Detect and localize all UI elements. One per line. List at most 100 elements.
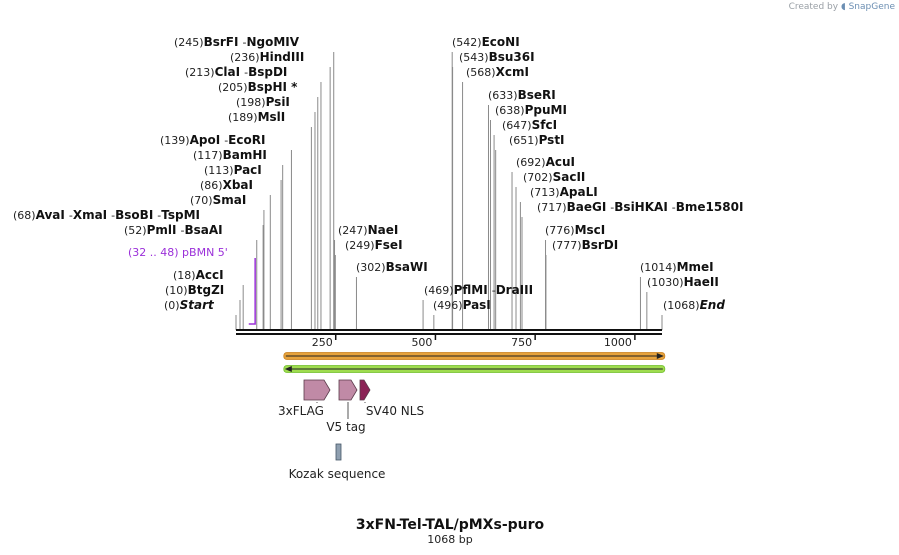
enzyme-name: AvaI bbox=[36, 208, 65, 222]
site-position: (568) bbox=[466, 66, 496, 79]
map-title: 3xFN-Tel-TAL/pMXs-puro bbox=[356, 517, 545, 533]
feature-label: V5 tag bbox=[326, 420, 365, 434]
axis-tick-label: 250 bbox=[312, 336, 333, 349]
orf-forward-arrowhead bbox=[656, 353, 664, 359]
enzyme-name: Start bbox=[180, 298, 215, 312]
enzyme-name: BspHI * bbox=[248, 80, 299, 94]
site-position: (249) bbox=[345, 239, 375, 252]
enzyme-name: BtgZI bbox=[188, 283, 225, 297]
enzyme-name: End bbox=[700, 298, 726, 312]
enzyme-name: BsrDI bbox=[582, 238, 619, 252]
site-position: (236) bbox=[230, 51, 260, 64]
site-position: (18) bbox=[173, 269, 196, 282]
orf-reverse-arrowhead bbox=[284, 366, 292, 372]
enzyme-name: PacI bbox=[234, 163, 262, 177]
enzyme-name: BaeGI bbox=[567, 200, 607, 214]
site-position: (113) bbox=[204, 164, 234, 177]
enzyme-name: SacII bbox=[553, 170, 586, 184]
site-position: (638) bbox=[495, 104, 525, 117]
enzyme-name: EcoNI bbox=[482, 35, 520, 49]
enzyme-name: BseRI bbox=[518, 88, 556, 102]
site-position: (1030) bbox=[647, 276, 684, 289]
enzyme-name: ApoI bbox=[190, 133, 221, 147]
enzyme-name: PmlI bbox=[147, 223, 177, 237]
site-separator: - bbox=[157, 209, 161, 222]
enzyme-name: NaeI bbox=[368, 223, 399, 237]
enzyme-name: HaeII bbox=[684, 275, 719, 289]
enzyme-name: ApaLI bbox=[560, 185, 598, 199]
site-separator: - bbox=[69, 209, 73, 222]
site-position: (776) bbox=[545, 224, 575, 237]
enzyme-name: BsoBI bbox=[115, 208, 153, 222]
enzyme-name: BsrFI bbox=[204, 35, 239, 49]
site-position: (198) bbox=[236, 96, 266, 109]
site-position: (68) bbox=[13, 209, 36, 222]
site-separator: - bbox=[492, 284, 496, 297]
site-position: (702) bbox=[523, 171, 553, 184]
enzyme-name: AcuI bbox=[546, 155, 575, 169]
site-position: (1068) bbox=[663, 299, 700, 312]
axis-tick-label: 1000 bbox=[604, 336, 632, 349]
site-position: (651) bbox=[509, 134, 539, 147]
site-position: (777) bbox=[552, 239, 582, 252]
enzyme-name: BspDI bbox=[248, 65, 287, 79]
site-position: (52) bbox=[124, 224, 147, 237]
enzyme-name: PflMI bbox=[454, 283, 488, 297]
site-position: (245) bbox=[174, 36, 204, 49]
site-separator: - bbox=[180, 224, 184, 237]
feature-kozak-sequence bbox=[335, 443, 342, 461]
site-position: (543) bbox=[459, 51, 489, 64]
enzyme-name: XmaI bbox=[73, 208, 107, 222]
enzyme-name: TspMI bbox=[161, 208, 200, 222]
feature-label: SV40 NLS bbox=[366, 404, 424, 418]
enzyme-name: PsiI bbox=[266, 95, 290, 109]
primer-marker bbox=[248, 258, 256, 325]
site-position: (213) bbox=[185, 66, 215, 79]
enzyme-name: MmeI bbox=[677, 260, 714, 274]
site-position: (302) bbox=[356, 261, 386, 274]
site-position: (247) bbox=[338, 224, 368, 237]
enzyme-name: XbaI bbox=[223, 178, 253, 192]
orf-layer bbox=[283, 352, 666, 373]
enzyme-name: PstI bbox=[539, 133, 565, 147]
site-position: (633) bbox=[488, 89, 518, 102]
map-length: 1068 bp bbox=[427, 533, 472, 546]
credit-prefix: Created by bbox=[788, 2, 839, 12]
site-separator: - bbox=[610, 201, 614, 214]
enzyme-name: DraIII bbox=[496, 283, 533, 297]
site-position: (717) bbox=[537, 201, 567, 214]
enzyme-name: BsaAI bbox=[184, 223, 222, 237]
primer-label: (32 .. 48) pBMN 5' bbox=[128, 246, 228, 259]
enzyme-name: MslI bbox=[258, 110, 286, 124]
enzyme-name: EcoRI bbox=[228, 133, 265, 147]
site-position: (1014) bbox=[640, 261, 677, 274]
site-position: (542) bbox=[452, 36, 482, 49]
enzyme-name: Bme1580I bbox=[676, 200, 744, 214]
enzyme-name: HindIII bbox=[260, 50, 305, 64]
enzyme-name: PpuMI bbox=[525, 103, 567, 117]
enzyme-name: MscI bbox=[575, 223, 606, 237]
site-position: (86) bbox=[200, 179, 223, 192]
site-labels: (245) BsrFI - NgoMIV (236) HindIII (213) C… bbox=[13, 35, 743, 312]
site-position: (692) bbox=[516, 156, 546, 169]
site-position: (10) bbox=[165, 284, 188, 297]
site-position: (205) bbox=[218, 81, 248, 94]
feature-v5-tag bbox=[338, 379, 358, 401]
enzyme-name: FseI bbox=[375, 238, 403, 252]
site-separator: - bbox=[111, 209, 115, 222]
snapgene-logo-icon: ◖ bbox=[840, 2, 846, 12]
feature-sv40-nls bbox=[359, 379, 371, 401]
site-position: (117) bbox=[193, 149, 223, 162]
enzyme-name: XcmI bbox=[496, 65, 529, 79]
feature-label: Kozak sequence bbox=[289, 467, 386, 481]
feature-label: 3xFLAG bbox=[278, 404, 324, 418]
axis-tick-label: 500 bbox=[411, 336, 432, 349]
credit-brand: SnapGene bbox=[848, 2, 895, 12]
enzyme-name: BsaWI bbox=[386, 260, 428, 274]
site-position: (139) bbox=[160, 134, 190, 147]
enzyme-name: AccI bbox=[196, 268, 224, 282]
site-position: (496) bbox=[433, 299, 463, 312]
site-position: (469) bbox=[424, 284, 454, 297]
